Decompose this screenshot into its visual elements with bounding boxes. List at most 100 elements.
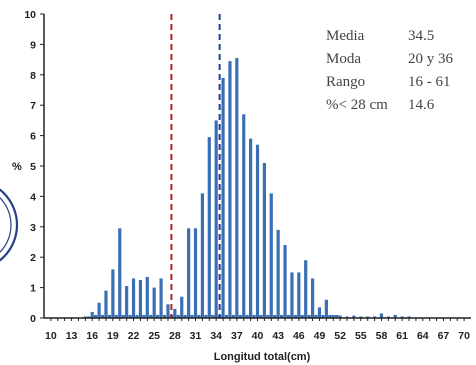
y-tick-label: 8	[30, 70, 36, 82]
stats-box: Media 34.5 Moda 20 y 36 Rango 16 - 61 %<…	[326, 28, 454, 113]
histogram-bar	[311, 278, 315, 318]
histogram-bar	[142, 314, 146, 318]
histogram-bar	[138, 280, 143, 318]
histogram-bar	[166, 304, 170, 318]
histogram-bar	[297, 272, 301, 318]
x-tick-label: 10	[45, 330, 57, 342]
histogram-bar	[379, 313, 384, 318]
histogram-bar	[128, 314, 132, 318]
histogram-bar	[176, 314, 180, 318]
histogram-bar	[200, 193, 204, 318]
histogram-bar	[307, 314, 311, 318]
stats-label-mode: Moda	[326, 51, 361, 67]
histogram-bar	[283, 245, 287, 318]
histogram-bar	[183, 314, 187, 318]
histogram-bar	[94, 314, 98, 318]
histogram-bar	[104, 290, 108, 318]
histogram-bar	[393, 314, 397, 318]
histogram-bar	[400, 316, 404, 318]
histogram-bar	[245, 314, 249, 318]
x-tick-label: 43	[272, 330, 284, 342]
x-tick-label: 55	[355, 330, 367, 342]
y-tick-label: 5	[30, 161, 36, 173]
histogram-bar	[235, 58, 239, 318]
histogram-bar	[304, 260, 308, 318]
histogram-bar	[372, 316, 377, 318]
x-tick-label: 49	[314, 330, 326, 342]
x-tick-label: 25	[148, 330, 160, 342]
histogram-bar	[269, 193, 273, 318]
histogram-bar	[190, 314, 194, 318]
y-tick-label: 9	[30, 39, 36, 51]
stats-label-mean: Media	[326, 28, 365, 44]
y-tick-label: 10	[24, 9, 36, 21]
histogram-bar	[149, 314, 153, 318]
histogram-bar	[114, 314, 118, 318]
histogram-bar	[335, 314, 339, 318]
x-tick-label: 61	[396, 330, 408, 342]
histogram-bar	[266, 314, 270, 318]
y-axis-ticks: 0 1 2 3 4 5 6 7 8 9 10	[24, 9, 44, 325]
x-tick-label: 13	[66, 330, 78, 342]
histogram-bar	[187, 228, 191, 318]
x-tick-label: 37	[231, 330, 243, 342]
stats-label-pct-below: %< 28 cm	[326, 97, 388, 113]
histogram-bar	[366, 316, 370, 318]
histogram-bar	[100, 314, 105, 318]
x-tick-label: 52	[334, 330, 346, 342]
x-tick-label: 46	[293, 330, 305, 342]
histogram-bar	[145, 276, 149, 318]
histogram-bar	[407, 316, 411, 318]
x-tick-label: 67	[438, 330, 450, 342]
histogram-bar	[359, 316, 363, 318]
x-tick-label: 19	[107, 330, 119, 342]
histogram-bar	[345, 316, 349, 318]
x-tick-label: 58	[376, 330, 388, 342]
histogram-bar	[111, 269, 115, 318]
histogram-bar	[314, 314, 318, 318]
histogram-bar	[328, 314, 332, 318]
stats-value-mean: 34.5	[408, 28, 434, 44]
histogram-bar	[207, 137, 211, 318]
x-tick-label: 70	[458, 330, 470, 342]
histogram-bar	[273, 314, 277, 318]
histogram-bar	[224, 314, 229, 318]
histogram-bar	[255, 144, 260, 318]
histogram-bar	[242, 114, 246, 318]
histogram-bar	[262, 162, 266, 318]
histogram-bar	[286, 314, 291, 318]
stats-label-range: Rango	[326, 74, 365, 90]
bars-group	[83, 58, 411, 319]
y-tick-label: 3	[30, 222, 36, 234]
seal-logo	[0, 188, 19, 262]
reference-lines	[170, 14, 221, 318]
x-tick-label: 16	[86, 330, 98, 342]
histogram-bar	[231, 314, 235, 318]
histogram-bar	[204, 314, 208, 318]
histogram-bar	[238, 314, 242, 318]
histogram-bar	[386, 316, 390, 318]
histogram-bar	[249, 138, 253, 318]
y-tick-label: 6	[30, 131, 36, 143]
stats-value-mode: 20 y 36	[408, 51, 454, 67]
histogram-bar	[228, 61, 232, 319]
histogram-bar	[324, 299, 328, 318]
histogram-bar	[214, 120, 218, 319]
x-tick-label: 40	[252, 330, 264, 342]
stats-value-pct-below: 14.6	[408, 97, 435, 113]
stats-value-range: 16 - 61	[408, 74, 451, 90]
y-axis-title: %	[12, 161, 22, 173]
histogram-bar	[87, 316, 91, 318]
histogram-bar	[90, 311, 94, 318]
histogram-bar	[197, 314, 201, 318]
y-tick-label: 4	[30, 191, 36, 203]
x-tick-label: 28	[169, 330, 181, 342]
y-tick-label: 0	[30, 313, 36, 325]
y-tick-label: 2	[30, 252, 36, 264]
histogram-bar	[338, 315, 342, 318]
x-axis-title: Longitud total(cm)	[214, 351, 311, 363]
histogram-bar	[162, 314, 167, 318]
histogram-bar	[131, 278, 136, 318]
histogram-bar	[276, 229, 280, 318]
